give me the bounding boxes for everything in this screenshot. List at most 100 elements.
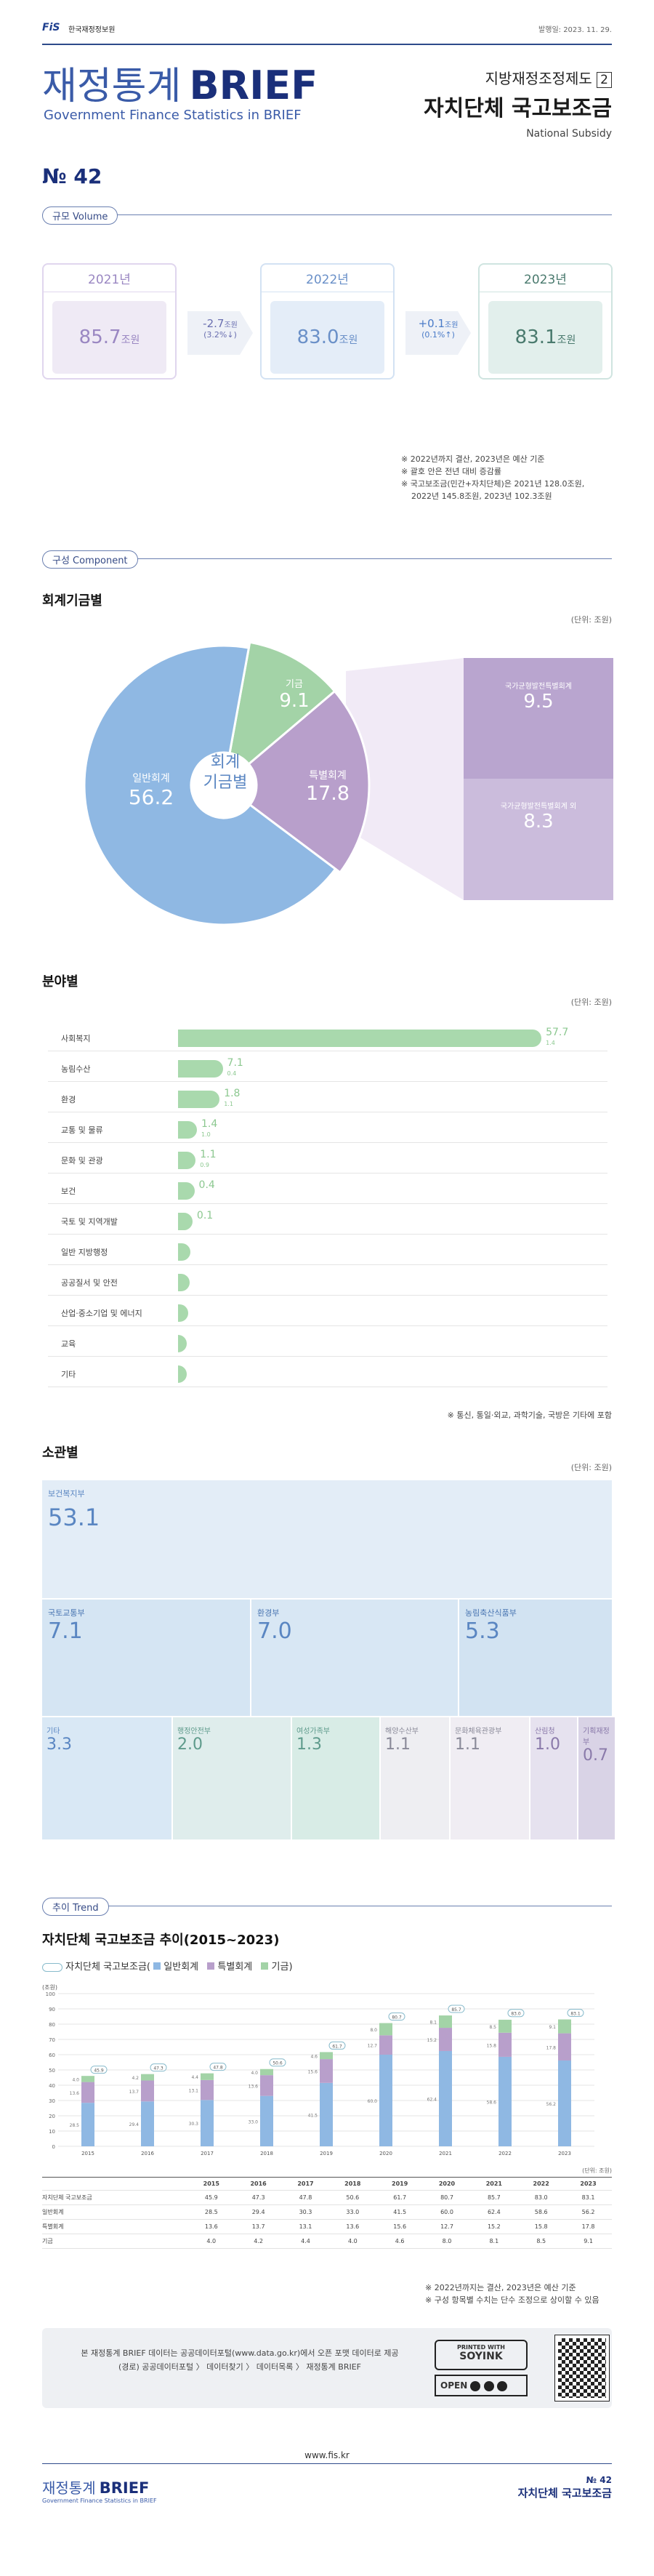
issue-number: № 42 (42, 164, 102, 188)
treemap-cell: 문화체육관광부 1.1 (451, 1717, 529, 1839)
field-row: 환경 1.8 1.1 (42, 1086, 612, 1112)
bar-label: 30.3 (189, 2122, 199, 2127)
total-pill (388, 2013, 405, 2021)
treemap-mafra: 농림축산식품부 5.3 (459, 1600, 612, 1716)
special-item-1: 국가균형발전특별회계 9.5 (505, 683, 572, 713)
slice-fund: 기금 9.1 (279, 679, 310, 712)
bar-2 (141, 2074, 154, 2081)
bar-label: 15.6 (308, 2069, 318, 2074)
x-tick: 2016 (141, 2151, 154, 2156)
year-box-2023: 2023년 83.1조원 (478, 263, 613, 380)
field-title: 분야별 (42, 974, 78, 990)
open-data-info: 본 재정통계 BRIEF 데이터는 공공데이터포털(www.data.go.kr… (81, 2348, 399, 2372)
field-label: 기타 (61, 1370, 76, 1379)
total-pill (507, 2009, 525, 2018)
pie-connector (346, 658, 464, 900)
brief-logo: 재정통계 BRIEF (42, 55, 318, 110)
y-tick: 50 (49, 2068, 55, 2074)
field-bar (178, 1274, 190, 1291)
total-pill (90, 2066, 108, 2074)
value-2022: 83.0 (296, 326, 339, 348)
bar-0 (379, 2055, 392, 2146)
field-bar-chart: 사회복지 57.7 1.4 농림수산 7.1 0.4 환경 1.8 1.1 교통 및 물류 1.4 1… (42, 1025, 612, 1389)
bar-0 (81, 2103, 94, 2146)
y-tick: 100 (46, 1991, 55, 1997)
field-value: 0.4 (198, 1179, 215, 1191)
field-bar (178, 1121, 197, 1139)
ministry-title: 소관별 (42, 1445, 78, 1461)
fis-logo: FiS (42, 22, 60, 33)
total-pill (448, 2005, 465, 2013)
bar-label: 28.5 (70, 2123, 80, 2128)
bar-2 (558, 2019, 571, 2034)
x-tick: 2019 (320, 2151, 333, 2156)
value-2023: 83.1 (514, 326, 557, 348)
bar-label: 4.2 (132, 2076, 139, 2081)
bar-label: 9.1 (549, 2025, 556, 2030)
bar-0 (141, 2101, 154, 2146)
bar-2 (81, 2076, 94, 2082)
footer-url[interactable]: www.fis.kr (304, 2450, 350, 2460)
fund-title: 회계기금별 (42, 593, 102, 609)
total-pill (567, 2008, 584, 2017)
field-row: 교통 및 물류 1.4 1.0 (42, 1117, 612, 1143)
bar-2 (498, 2019, 512, 2033)
brief-subtitle: Government Finance Statistics in BRIEF (44, 108, 302, 123)
pie-slices (83, 641, 371, 926)
treemap-mol: 국토교통부 7.1 (42, 1600, 250, 1716)
field-bar (178, 1213, 193, 1230)
field-value: 0.1 (196, 1210, 214, 1221)
field-subvalue: 1.4 (546, 1040, 555, 1046)
total-label: 50.6 (272, 2061, 283, 2066)
bar-1 (558, 2033, 571, 2061)
field-row: 공공질서 및 안전 (42, 1269, 612, 1296)
change-arrow-1 (187, 311, 253, 355)
total-label: 83.0 (511, 2012, 521, 2017)
field-label: 사회복지 (61, 1034, 91, 1043)
slice-special: 특별회계 17.8 (305, 770, 350, 805)
bar-label: 8.5 (489, 2025, 496, 2030)
field-label: 보건 (61, 1187, 76, 1196)
field-note: ※ 통신, 통일·외교, 과학기술, 국방은 기타에 포함 (447, 1411, 612, 1420)
qr-code-icon[interactable] (554, 2335, 610, 2402)
pie-center (190, 752, 257, 819)
bar-1 (320, 2059, 333, 2083)
field-unit: (단위: 조원) (570, 998, 612, 1007)
field-value: 1.8 (224, 1088, 241, 1099)
special-item-2: 국가균형발전특별회계 외 8.3 (500, 803, 577, 832)
x-tick: 2023 (558, 2151, 571, 2156)
series-number: 2 (597, 72, 612, 88)
trend-title: 자치단체 국고보조금 추이(2015~2023) (42, 1933, 280, 1948)
bar-label: 15.2 (427, 2038, 437, 2043)
y-tick: 30 (49, 2098, 55, 2104)
bar-0 (498, 2056, 512, 2146)
field-bar (178, 1060, 223, 1078)
field-row: 산업·중소기업 및 에너지 (42, 1300, 612, 1326)
field-row: 문화 및 관광 1.1 0.9 (42, 1147, 612, 1173)
field-bar (178, 1152, 196, 1169)
treemap-top: 보건복지부 53.1 (42, 1480, 612, 1598)
treemap-cell: 해양수산부 1.1 (381, 1717, 449, 1839)
field-label: 일반 지방행정 (61, 1248, 108, 1257)
field-label: 교육 (61, 1339, 76, 1349)
field-label: 교통 및 물류 (61, 1126, 103, 1135)
y-tick: 20 (49, 2114, 55, 2119)
total-label: 61.7 (332, 2044, 342, 2049)
ministry-unit: (단위: 조원) (570, 1463, 612, 1472)
bar-label: 13.6 (70, 2091, 80, 2096)
total-pill (269, 2058, 286, 2067)
bar-label: 15.8 (487, 2043, 497, 2048)
field-row: 사회복지 57.7 1.4 (42, 1025, 612, 1051)
field-row: 교육 (42, 1331, 612, 1357)
field-row: 농림수산 7.1 0.4 (42, 1056, 612, 1082)
bar-2 (379, 2023, 392, 2036)
field-value: 7.1 (227, 1057, 243, 1069)
org-name: 한국재정정보원 (68, 26, 116, 34)
y-tick: 90 (49, 2007, 55, 2013)
total-label: 83.1 (570, 2011, 581, 2016)
footer-panel (42, 2328, 612, 2408)
field-bar (178, 1091, 220, 1108)
y-tick: 40 (49, 2083, 55, 2089)
footer-rule (42, 2463, 612, 2464)
y-tick: 70 (49, 2037, 55, 2043)
